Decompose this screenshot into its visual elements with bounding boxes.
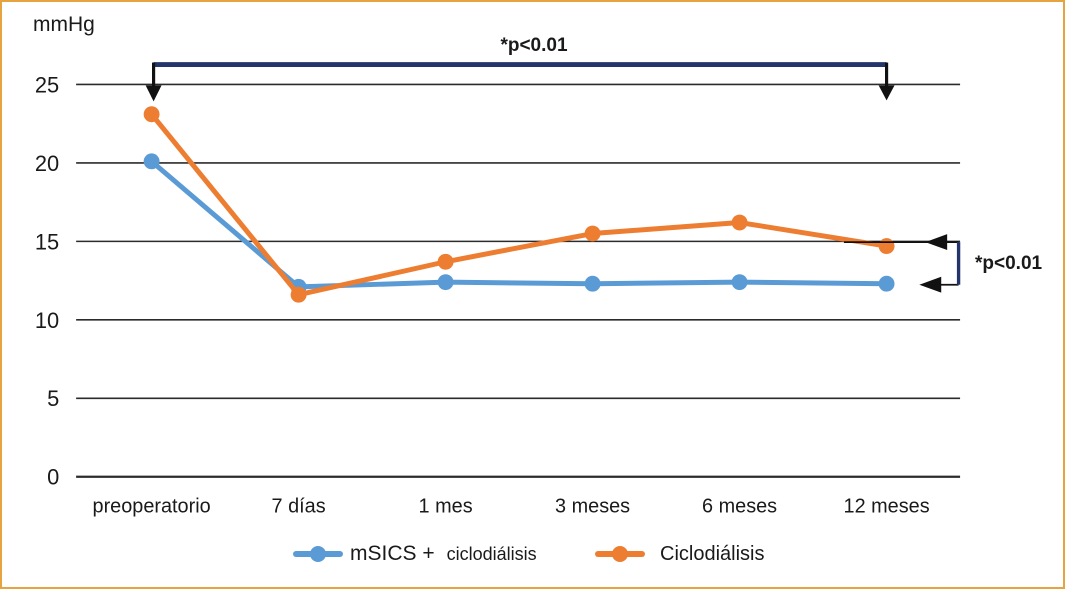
right-significance-label: *p<0.01 xyxy=(975,253,1043,274)
legend-label-msics-secondary: ciclodiálisis xyxy=(446,543,537,564)
top-bracket-arrow-down-icon xyxy=(145,85,162,102)
legend-dot-swatch xyxy=(612,546,628,562)
series-point-0-0 xyxy=(143,153,160,170)
series-point-1-2 xyxy=(437,253,454,270)
x-category-label: 1 mes xyxy=(419,496,473,518)
legend-marker-ciclodialisis-icon xyxy=(595,540,645,568)
legend-item-msics: mSICS + ciclodiálisis xyxy=(293,540,537,568)
series-point-1-0 xyxy=(143,106,160,123)
series-point-1-5 xyxy=(878,238,895,255)
y-tick-label: 15 xyxy=(35,229,59,254)
x-category-label: preoperatorio xyxy=(93,496,211,518)
y-tick-label: 0 xyxy=(47,465,59,490)
right-bracket-arrow-left-icon xyxy=(919,276,942,293)
x-category-label: 3 meses xyxy=(555,496,630,518)
right-bracket-arrow-left-icon xyxy=(925,234,948,251)
y-axis-units-label: mmHg xyxy=(33,13,95,36)
series-point-0-5 xyxy=(878,275,895,292)
x-category-label: 6 meses xyxy=(702,496,777,518)
x-category-label: 12 meses xyxy=(844,496,930,518)
series-line-0 xyxy=(149,158,890,290)
legend-label-ciclodialisis: Ciclodiálisis xyxy=(660,542,765,565)
legend-marker-msics-icon xyxy=(293,540,343,568)
series-point-1-1 xyxy=(290,286,307,303)
series-point-1-4 xyxy=(731,214,748,231)
series-line-1 xyxy=(149,111,890,298)
y-tick-label: 20 xyxy=(35,151,59,176)
y-tick-label: 10 xyxy=(35,308,59,333)
y-tick-label: 25 xyxy=(35,72,59,97)
x-category-label: 7 días xyxy=(272,496,326,518)
top-bracket-arrow-down-icon xyxy=(878,85,895,101)
y-tick-label: 5 xyxy=(47,386,59,411)
series-point-0-3 xyxy=(584,275,601,292)
series-point-0-2 xyxy=(437,274,454,291)
legend-label-msics: mSICS + xyxy=(350,542,435,565)
legend-dot-swatch xyxy=(310,546,326,562)
series-point-0-4 xyxy=(731,274,748,291)
top-significance-label: *p<0.01 xyxy=(500,35,568,56)
series-point-1-3 xyxy=(584,225,601,242)
legend-item-ciclodialisis: Ciclodiálisis xyxy=(595,540,764,568)
